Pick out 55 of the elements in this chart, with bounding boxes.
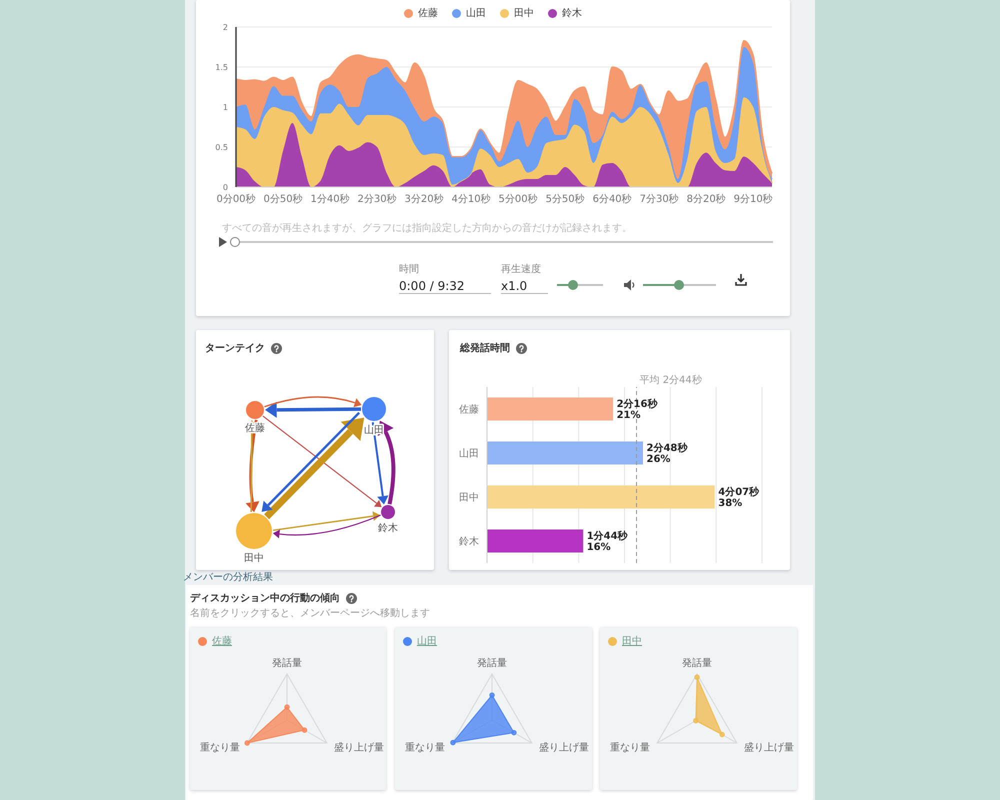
- spoke-label: 重なり量: [405, 742, 446, 754]
- legend-label: 田中: [514, 6, 534, 20]
- y-tick-label: 0.5: [215, 142, 228, 152]
- y-tick-label: 田中: [459, 492, 479, 504]
- spoke-label: 発話量: [682, 657, 712, 669]
- y-tick-label: 1: [222, 102, 228, 112]
- text: ディスカッション中の行動の傾向: [190, 592, 340, 605]
- data-label: 1分44秒 16%: [586, 530, 629, 553]
- spoke-label: 発話量: [477, 657, 507, 669]
- input-field: 再生速度 x1.0: [501, 262, 548, 294]
- text: 鈴木: [378, 522, 398, 534]
- y-tick-label: 0: [222, 182, 228, 192]
- bar: [487, 442, 643, 464]
- y-tick-label: 佐藤: [459, 404, 479, 416]
- legend-label: 田中: [622, 634, 642, 648]
- x-tick-label: 6分40秒: [592, 193, 632, 206]
- x-tick-label: 5分00秒: [498, 193, 538, 206]
- spoke-label: 重なり量: [200, 742, 240, 754]
- text: 田中: [244, 552, 264, 564]
- bar: [487, 530, 584, 552]
- text: ターンテイク: [205, 342, 265, 355]
- bar: [487, 398, 614, 420]
- text: メンバーの分析結果: [183, 570, 273, 584]
- x-tick-label: 1分40秒: [310, 193, 350, 206]
- legend-label: 山田: [417, 634, 437, 648]
- data-label: 2分16秒 21%: [616, 398, 658, 421]
- x-tick-label: 4分10秒: [452, 193, 491, 206]
- spoke-label: 盛り上げ量: [334, 742, 384, 754]
- data-label: 4分07秒 38%: [718, 486, 760, 509]
- y-tick-label: 鈴木: [459, 536, 479, 548]
- spoke-label: 発話量: [272, 657, 302, 669]
- bar: [487, 486, 715, 508]
- legend-label: 鈴木: [562, 6, 582, 20]
- ref-line-label: 平均 2分44秒: [640, 374, 702, 386]
- x-tick-label: 7分30秒: [640, 193, 679, 206]
- chart-title: 総発話時間: [460, 342, 510, 355]
- x-tick-label: 8分20秒: [686, 193, 726, 206]
- x-tick-label: 3分20秒: [404, 193, 444, 206]
- y-tick-label: 山田: [459, 448, 479, 460]
- spoke-label: 盛り上げ量: [538, 742, 589, 754]
- text: 名前をクリックすると、メンバーページへ移動します: [190, 607, 430, 620]
- text: 山田: [364, 424, 384, 436]
- x-tick-label: 5分50秒: [546, 193, 585, 206]
- x-tick-label: 9分10秒: [734, 193, 773, 206]
- y-tick-label: 2: [222, 22, 228, 32]
- text: すべての音が再生されますが、グラフには指向設定した方向からの音だけが記録されます。: [222, 222, 632, 235]
- y-tick-label: 1.5: [215, 62, 228, 72]
- legend-label: 佐藤: [418, 6, 438, 20]
- data-label: 2分48秒 26%: [646, 442, 688, 465]
- x-tick-label: 0分00秒: [216, 193, 256, 206]
- spoke-label: 重なり量: [610, 742, 650, 754]
- input-field: 時間 0:00 / 9:32: [399, 262, 491, 294]
- spoke-label: 盛り上げ量: [744, 742, 794, 754]
- x-tick-label: 0分50秒: [263, 193, 303, 206]
- x-tick-label: 2分30秒: [358, 193, 397, 206]
